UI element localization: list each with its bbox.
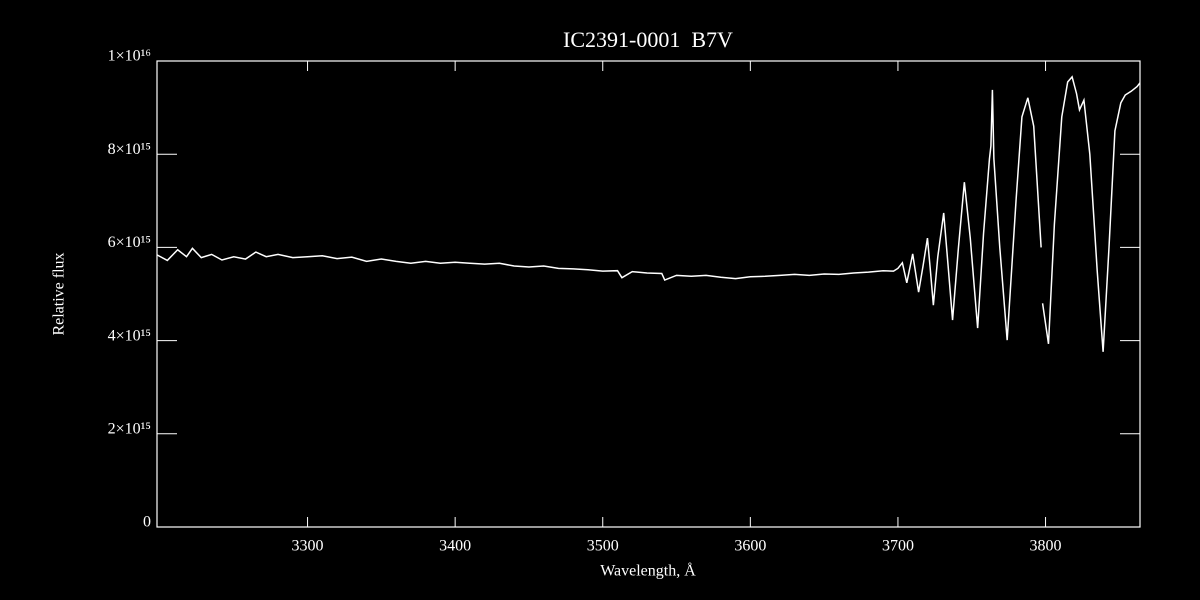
- x-tick-label: 3800: [1030, 538, 1062, 555]
- x-tick-label: 3400: [439, 538, 471, 555]
- y-tick-label: 4×10¹⁵: [108, 327, 151, 344]
- x-tick-label: 3500: [587, 538, 619, 555]
- y-axis-label: Relative flux: [51, 252, 68, 335]
- spectrum-line: [156, 89, 1042, 341]
- x-tick-label: 3700: [882, 538, 914, 555]
- y-tick-label: 0: [143, 514, 151, 531]
- y-tick-label: 8×10¹⁵: [108, 141, 151, 158]
- plot-frame: [156, 60, 1141, 528]
- x-tick-label: 3600: [734, 538, 766, 555]
- y-tick-label: 1×10¹⁶: [108, 48, 151, 65]
- chart-title: IC2391-0001 B7V: [563, 27, 733, 52]
- spectrum-line: [1041, 75, 1141, 352]
- y-tick-label: 2×10¹⁵: [108, 420, 151, 437]
- x-axis-label: Wavelength, Å: [600, 562, 696, 580]
- x-tick-label: 3300: [292, 538, 324, 555]
- y-tick-label: 6×10¹⁵: [108, 234, 151, 251]
